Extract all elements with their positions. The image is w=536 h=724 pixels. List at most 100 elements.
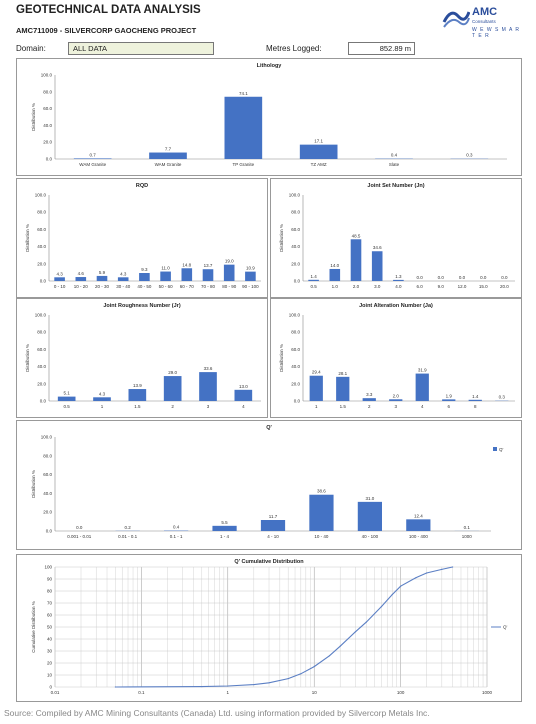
qcum-point bbox=[380, 606, 383, 608]
qprime-ytick: 100.0 bbox=[41, 435, 53, 440]
qcum-point bbox=[354, 631, 357, 633]
rqd-data-label: 14.8 bbox=[182, 262, 191, 267]
jr-panel: Joint Roughness Number (Jr) 0.0 20.0 40.0 60… bbox=[16, 298, 268, 418]
jn-data-label: 0.0 bbox=[459, 275, 466, 280]
jn-data-label: 0.0 bbox=[480, 275, 487, 280]
lithology-xtick: TP Granite bbox=[232, 162, 254, 167]
ja-bar bbox=[336, 376, 350, 401]
rqd-bar bbox=[54, 277, 65, 281]
rqd-data-label: 4.3 bbox=[120, 271, 127, 276]
rqd-xtick: 60 - 70 bbox=[180, 284, 195, 289]
jn-data-label: 1.4 bbox=[310, 274, 317, 279]
jn-ytick: 40.0 bbox=[291, 244, 300, 249]
qcum-ytick: 100 bbox=[44, 565, 52, 570]
jn-xtick: 3.0 bbox=[374, 284, 381, 289]
rqd-xtick: 30 - 40 bbox=[116, 284, 131, 289]
jn-data-label: 34.6 bbox=[373, 245, 382, 250]
jn-ytick: 80.0 bbox=[291, 210, 300, 215]
qprime-xtick: 10 - 40 bbox=[314, 534, 329, 539]
qprime-bar bbox=[406, 519, 431, 531]
ja-bar bbox=[389, 399, 403, 401]
qprime-panel: Q' 0.0 20.0 40.0 60.0 80.0 100.0 Distribution %… bbox=[16, 420, 522, 550]
qprime-data-label: 0.2 bbox=[125, 525, 132, 530]
jr-xtick: 2 bbox=[171, 404, 174, 409]
qprime-ytick: 40.0 bbox=[43, 491, 52, 496]
rqd-xtick: 10 - 20 bbox=[74, 284, 89, 289]
ja-bar bbox=[415, 373, 429, 401]
rqd-xtick: 0 - 10 bbox=[54, 284, 66, 289]
qcum-ytick: 70 bbox=[47, 601, 53, 606]
jn-panel: Joint Set Number (Jn) 0.0 20.0 40.0 60.0 80.0… bbox=[270, 178, 522, 298]
qprime-title: Q' bbox=[266, 425, 272, 431]
jn-ytick: 100.0 bbox=[289, 193, 301, 198]
ja-ytick: 80.0 bbox=[291, 330, 300, 335]
rqd-bar bbox=[223, 264, 235, 281]
lithology-ytick: 40.0 bbox=[43, 123, 52, 128]
ja-data-label: 28.1 bbox=[338, 371, 347, 376]
lithology-data-label: 74.1 bbox=[239, 91, 248, 96]
qcum-xtick: 0.1 bbox=[138, 690, 145, 695]
jn-xtick: 6.0 bbox=[416, 284, 423, 289]
rqd-ytick: 80.0 bbox=[37, 210, 46, 215]
rqd-xtick: 90 - 100 bbox=[242, 284, 259, 289]
rqd-xtick: 50 - 60 bbox=[159, 284, 174, 289]
ja-bar bbox=[362, 398, 376, 401]
jn-title: Joint Set Number (Jn) bbox=[367, 183, 424, 189]
ja-data-label: 0.3 bbox=[499, 395, 506, 400]
jn-xtick: 15.0 bbox=[479, 284, 488, 289]
lithology-xtick: TZ AMZ bbox=[311, 162, 327, 167]
rqd-bar bbox=[117, 277, 129, 281]
lithology-xtick: WAM Granite bbox=[155, 162, 182, 167]
qcum-ytick: 0 bbox=[49, 685, 52, 690]
rqd-ytick: 100.0 bbox=[35, 193, 47, 198]
rqd-data-label: 4.6 bbox=[78, 271, 85, 276]
jr-bar bbox=[57, 396, 76, 401]
ja-xtick: 3 bbox=[394, 404, 397, 409]
jr-bar bbox=[93, 397, 111, 401]
jn-xtick: 20.0 bbox=[500, 284, 509, 289]
ja-xtick: 1.5 bbox=[340, 404, 347, 409]
jn-xtick: 9.0 bbox=[438, 284, 445, 289]
qcum-ytick: 80 bbox=[47, 589, 53, 594]
qcum-ytick: 20 bbox=[47, 661, 53, 666]
jr-data-label: 29.0 bbox=[168, 370, 177, 375]
qcum-xtick: 1000 bbox=[482, 690, 493, 695]
rqd-bar bbox=[160, 271, 171, 281]
jn-xtick: 12.0 bbox=[458, 284, 467, 289]
rqd-title: RQD bbox=[136, 183, 148, 189]
domain-value: ALL DATA bbox=[68, 42, 214, 55]
jn-ytick: 0.0 bbox=[294, 279, 301, 284]
qcum-point bbox=[441, 568, 443, 570]
qcum-point bbox=[426, 572, 428, 574]
ja-ytick: 0.0 bbox=[294, 399, 301, 404]
lithology-title: Lithology bbox=[257, 63, 283, 69]
jr-xtick: 0.5 bbox=[64, 404, 71, 409]
qprime-data-label: 12.4 bbox=[414, 513, 423, 518]
lithology-ytick: 60.0 bbox=[43, 106, 52, 111]
logo-text: AMC bbox=[472, 6, 498, 18]
jn-data-label: 14.0 bbox=[330, 263, 339, 268]
ja-ytick: 40.0 bbox=[291, 364, 300, 369]
qprime-data-label: 5.5 bbox=[221, 520, 228, 525]
jr-bar bbox=[128, 389, 147, 401]
jn-data-label: 0.0 bbox=[501, 275, 508, 280]
jr-xtick: 1.5 bbox=[134, 404, 141, 409]
qprime-data-label: 0.4 bbox=[173, 525, 180, 530]
lithology-bar bbox=[73, 158, 112, 159]
rqd-ylabel: Distribution % bbox=[25, 224, 30, 252]
qcum-point bbox=[313, 666, 315, 668]
report-title: GEOTECHNICAL DATA ANALYSIS bbox=[16, 4, 201, 16]
qprime-ytick: 20.0 bbox=[43, 510, 52, 515]
ja-ytick: 60.0 bbox=[291, 347, 300, 352]
qcum-panel: Q' Cumulative Distribution 0 10 20 30 40 50 60 7… bbox=[16, 554, 522, 702]
lithology-ytick: 80.0 bbox=[43, 89, 52, 94]
qcum-ylabel: Cumulative Distribution % bbox=[31, 601, 36, 653]
jr-data-label: 4.3 bbox=[99, 391, 106, 396]
amc-logo: AMC Consultants W E W S M A R T E R bbox=[442, 4, 526, 39]
rqd-data-label: 4.3 bbox=[56, 271, 63, 276]
lithology-ytick: 20.0 bbox=[43, 140, 52, 145]
jn-xtick: 0.5 bbox=[310, 284, 317, 289]
qcum-point bbox=[391, 594, 393, 596]
qprime-xtick: 0.01 - 0.1 bbox=[118, 534, 138, 539]
lithology-data-label: 0.7 bbox=[90, 152, 97, 157]
